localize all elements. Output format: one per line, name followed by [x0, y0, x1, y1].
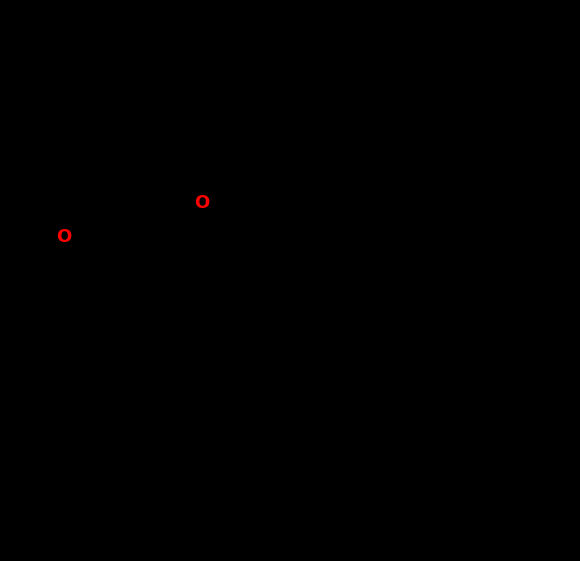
Text: O: O: [194, 194, 209, 212]
Text: O: O: [56, 228, 71, 246]
